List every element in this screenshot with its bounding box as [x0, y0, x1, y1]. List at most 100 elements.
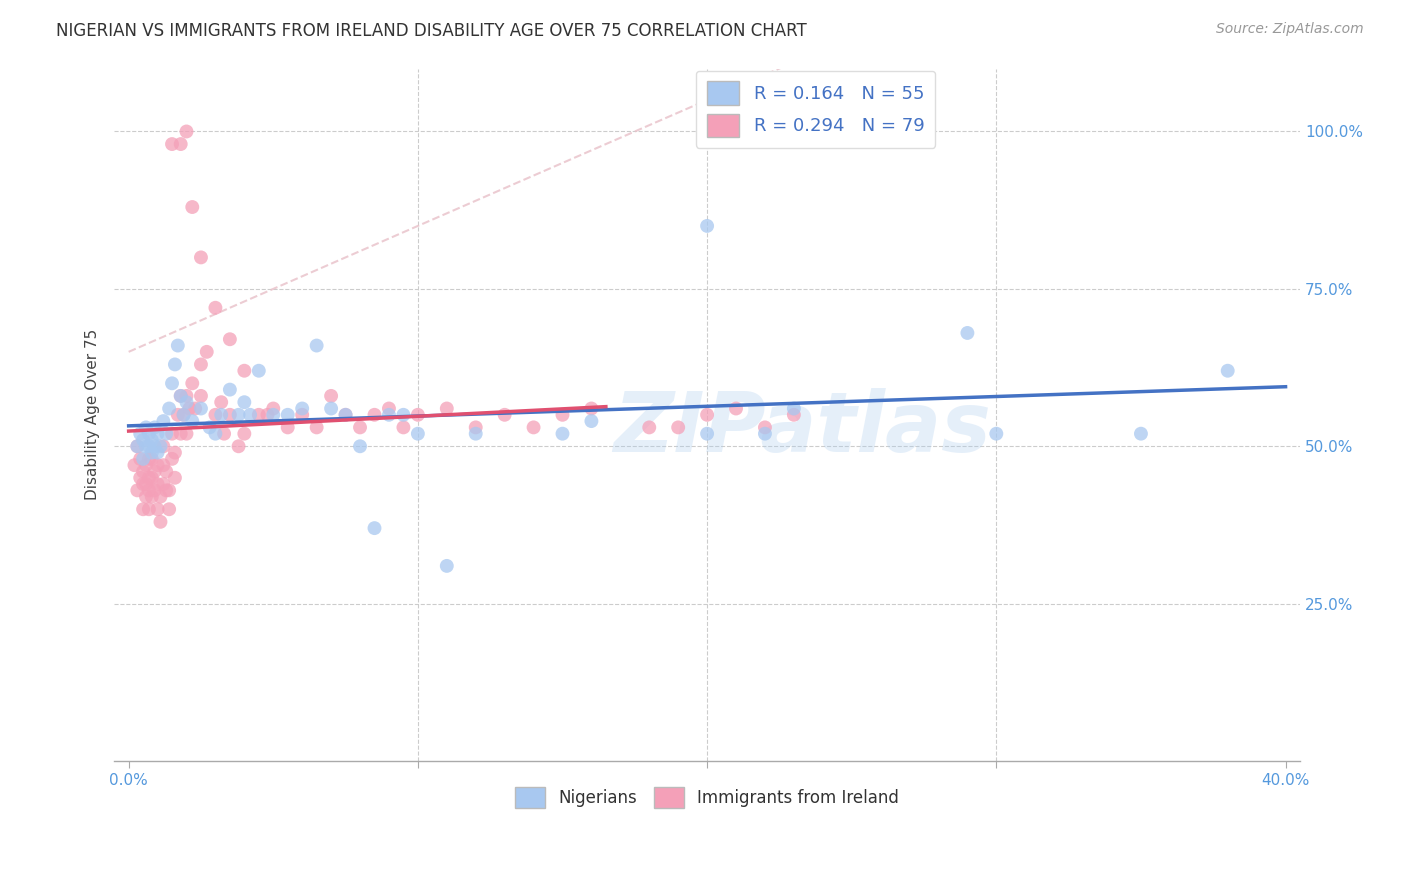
Point: [149, 490, 172, 504]
Point: [218, 408, 240, 422]
Point: [305, 420, 328, 434]
Point: [204, 408, 226, 422]
Point: [291, 401, 314, 416]
Point: [146, 458, 169, 472]
Point: [135, 420, 157, 434]
Point: [152, 439, 174, 453]
Point: [170, 389, 193, 403]
Point: [176, 389, 198, 403]
Point: [135, 490, 157, 504]
Point: [173, 408, 195, 422]
Point: [143, 420, 166, 434]
Point: [138, 439, 160, 453]
Point: [152, 414, 174, 428]
Point: [176, 124, 198, 138]
Point: [349, 439, 371, 453]
Point: [551, 408, 574, 422]
Point: [127, 439, 149, 453]
Point: [138, 502, 160, 516]
Point: [132, 502, 155, 516]
Point: [204, 301, 226, 315]
Point: [783, 401, 806, 416]
Point: [464, 426, 486, 441]
Point: [190, 401, 212, 416]
Point: [349, 420, 371, 434]
Point: [319, 389, 342, 403]
Point: [218, 332, 240, 346]
Point: [152, 477, 174, 491]
Point: [141, 451, 163, 466]
Point: [160, 137, 183, 152]
Point: [138, 451, 160, 466]
Point: [335, 408, 357, 422]
Point: [163, 358, 186, 372]
Point: [696, 426, 718, 441]
Point: [464, 420, 486, 434]
Point: [170, 426, 193, 441]
Point: [522, 420, 544, 434]
Point: [291, 408, 314, 422]
Point: [181, 200, 204, 214]
Point: [436, 558, 458, 573]
Point: [666, 420, 689, 434]
Point: [170, 137, 193, 152]
Point: [166, 338, 188, 352]
Point: [233, 364, 256, 378]
Point: [146, 445, 169, 459]
Point: [176, 395, 198, 409]
Y-axis label: Disability Age Over 75: Disability Age Over 75: [86, 329, 100, 500]
Point: [228, 439, 250, 453]
Point: [157, 401, 180, 416]
Point: [392, 420, 415, 434]
Point: [155, 483, 177, 498]
Legend: Nigerians, Immigrants from Ireland: Nigerians, Immigrants from Ireland: [509, 780, 905, 815]
Point: [190, 251, 212, 265]
Point: [378, 408, 401, 422]
Point: [157, 483, 180, 498]
Point: [204, 426, 226, 441]
Point: [163, 445, 186, 459]
Point: [436, 401, 458, 416]
Point: [160, 451, 183, 466]
Point: [247, 408, 270, 422]
Point: [581, 401, 603, 416]
Point: [305, 338, 328, 352]
Point: [157, 502, 180, 516]
Point: [696, 408, 718, 422]
Point: [638, 420, 661, 434]
Point: [696, 219, 718, 233]
Point: [143, 483, 166, 498]
Point: [149, 439, 172, 453]
Point: [724, 401, 747, 416]
Point: [247, 364, 270, 378]
Point: [141, 471, 163, 485]
Point: [392, 408, 415, 422]
Point: [209, 408, 232, 422]
Point: [551, 426, 574, 441]
Point: [166, 408, 188, 422]
Point: [173, 408, 195, 422]
Point: [129, 426, 152, 441]
Point: [233, 426, 256, 441]
Point: [141, 490, 163, 504]
Point: [132, 451, 155, 466]
Point: [581, 414, 603, 428]
Point: [132, 465, 155, 479]
Point: [149, 515, 172, 529]
Text: NIGERIAN VS IMMIGRANTS FROM IRELAND DISABILITY AGE OVER 75 CORRELATION CHART: NIGERIAN VS IMMIGRANTS FROM IRELAND DISA…: [56, 22, 807, 40]
Point: [256, 408, 278, 422]
Point: [176, 426, 198, 441]
Point: [363, 521, 385, 535]
Point: [141, 433, 163, 447]
Point: [195, 344, 218, 359]
Point: [190, 358, 212, 372]
Point: [155, 465, 177, 479]
Point: [218, 383, 240, 397]
Point: [155, 426, 177, 441]
Point: [146, 477, 169, 491]
Point: [239, 408, 262, 422]
Point: [138, 483, 160, 498]
Point: [160, 426, 183, 441]
Point: [783, 408, 806, 422]
Text: ZIPatlas: ZIPatlas: [613, 388, 991, 469]
